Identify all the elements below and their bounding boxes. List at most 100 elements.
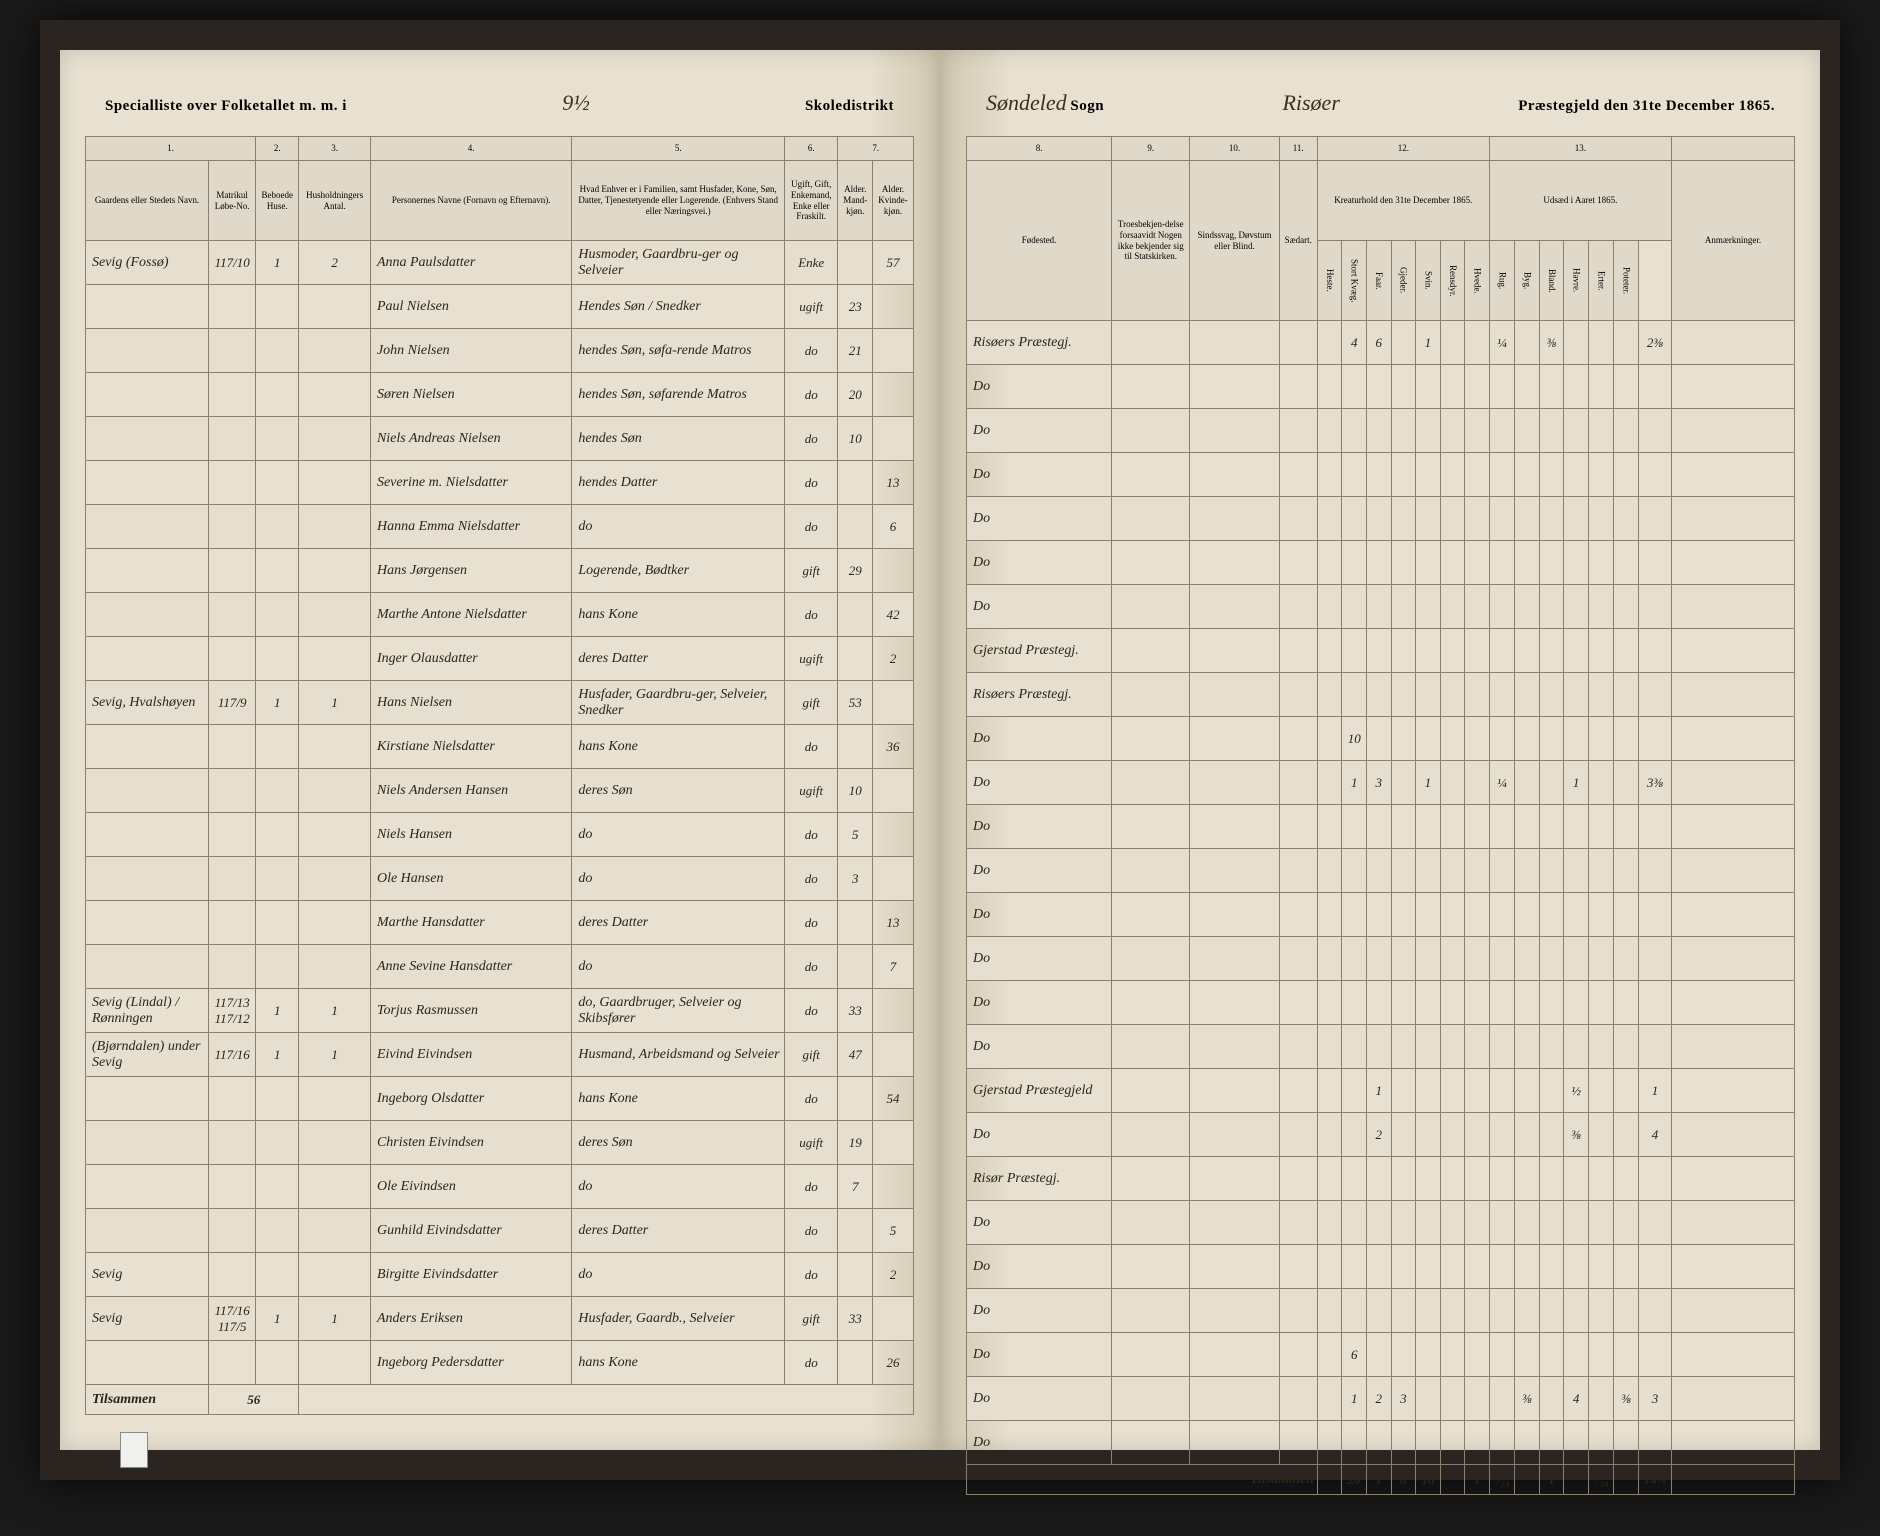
label-udsed: Udsæd i Aaret 1865.: [1489, 161, 1671, 241]
cell-kk: 6: [873, 505, 914, 549]
cell-stand: Logerende, Bødtker: [572, 549, 785, 593]
cell-k12-5: [1440, 1421, 1465, 1465]
cell-k13-5: [1614, 849, 1639, 893]
cell-k12-0: [1317, 409, 1342, 453]
cell-sed: [1279, 673, 1317, 717]
cell-k13-6: [1638, 1333, 1671, 1377]
cell-k13-0: [1489, 849, 1514, 893]
table-row: Do10: [967, 717, 1795, 761]
cell-k12-4: [1416, 1245, 1441, 1289]
cell-k12-2: [1366, 1157, 1391, 1201]
cell-remarks: [1672, 893, 1795, 937]
cell-sed: [1279, 1157, 1317, 1201]
cell-sind: [1190, 673, 1279, 717]
cell-k12-4: 1: [1416, 321, 1441, 365]
cell-k13-2: [1539, 761, 1564, 805]
cell-k13-3: [1564, 1025, 1589, 1069]
census-book: Specialliste over Folketallet m. m. i 9½…: [40, 20, 1840, 1480]
cell-k13-5: [1614, 1157, 1639, 1201]
table-row: Kirstiane Nielsdatterhans Konedo36: [86, 725, 914, 769]
cell-mk: [838, 1209, 873, 1253]
cell-k12-2: 3: [1366, 761, 1391, 805]
cell-k13-0: [1489, 1377, 1514, 1421]
table-row: Risøers Præstegj.461¼⅜2⅜: [967, 321, 1795, 365]
cell-mk: [838, 1341, 873, 1385]
footer-k13-3: [1564, 1465, 1589, 1495]
cell-k12-5: [1440, 1333, 1465, 1377]
table-row: Sevig117/16 117/511Anders EriksenHusfade…: [86, 1297, 914, 1341]
cell-k13-3: [1564, 937, 1589, 981]
footer-k12-3: 6: [1391, 1465, 1416, 1495]
cell-kk: [873, 549, 914, 593]
cell-k12-4: [1416, 1421, 1441, 1465]
footer-k12-1: 24: [1342, 1465, 1367, 1495]
sub12-3: Gjeder.: [1391, 241, 1416, 321]
cell-k13-5: [1614, 1421, 1639, 1465]
cell-k12-1: [1342, 497, 1367, 541]
cell-tro: [1112, 1157, 1190, 1201]
cell-k13-1: [1515, 321, 1540, 365]
table-row: Sevig (Fossø)117/1012Anna PaulsdatterHus…: [86, 241, 914, 285]
table-row: Do131¼13⅜: [967, 761, 1795, 805]
cell-sind: [1190, 761, 1279, 805]
cell-hh: [299, 725, 371, 769]
cell-k12-2: [1366, 585, 1391, 629]
table-row: Sevig (Lindal) / Rønningen117/13 117/121…: [86, 989, 914, 1033]
cell-k13-2: [1539, 409, 1564, 453]
cell-k12-6: [1465, 321, 1490, 365]
table-row: Marthe Hansdatterderes Datterdo13: [86, 901, 914, 945]
cell-k12-1: [1342, 1025, 1367, 1069]
table-row: Do: [967, 453, 1795, 497]
col-9: 9.: [1112, 137, 1190, 161]
cell-sind: [1190, 1377, 1279, 1421]
cell-k13-1: [1515, 673, 1540, 717]
cell-fsted: Do: [967, 409, 1112, 453]
cell-mat: [209, 329, 256, 373]
cell-k13-4: [1588, 1157, 1613, 1201]
cell-k13-0: ¼: [1489, 321, 1514, 365]
table-row: Do: [967, 893, 1795, 937]
cell-mk: 10: [838, 417, 873, 461]
cell-navn: Paul Nielsen: [370, 285, 571, 329]
cell-k12-3: [1391, 1113, 1416, 1157]
cell-remarks: [1672, 1113, 1795, 1157]
cell-k12-0: [1317, 1069, 1342, 1113]
cell-sind: [1190, 1069, 1279, 1113]
cell-mat: [209, 461, 256, 505]
cell-k12-5: [1440, 321, 1465, 365]
cell-k13-0: [1489, 717, 1514, 761]
cell-k12-1: 10: [1342, 717, 1367, 761]
cell-k13-6: [1638, 805, 1671, 849]
cell-k13-4: [1588, 1289, 1613, 1333]
cell-hus: [256, 505, 299, 549]
cell-k13-3: [1564, 321, 1589, 365]
left-page: Specialliste over Folketallet m. m. i 9½…: [60, 50, 940, 1450]
table-row: Niels Andersen Hansenderes Sønugift10: [86, 769, 914, 813]
cell-kk: 36: [873, 725, 914, 769]
cell-hh: [299, 1253, 371, 1297]
label-kk: Alder. Kvinde-kjøn.: [873, 161, 914, 241]
cell-k13-6: [1638, 981, 1671, 1025]
cell-tro: [1112, 1069, 1190, 1113]
cell-hus: [256, 1121, 299, 1165]
cell-k12-2: [1366, 1421, 1391, 1465]
district-number: 9½: [562, 90, 590, 116]
table-row: Do123⅜4⅜3: [967, 1377, 1795, 1421]
cell-tro: [1112, 893, 1190, 937]
cell-fsted: Do: [967, 1245, 1112, 1289]
cell-k13-4: [1588, 761, 1613, 805]
cell-kk: [873, 1121, 914, 1165]
cell-k13-6: 1: [1638, 1069, 1671, 1113]
cell-mk: 53: [838, 681, 873, 725]
cell-sted: [86, 769, 209, 813]
cell-tro: [1112, 365, 1190, 409]
cell-tro: [1112, 1025, 1190, 1069]
cell-mk: [838, 901, 873, 945]
cell-k12-4: [1416, 717, 1441, 761]
cell-k12-3: [1391, 321, 1416, 365]
cell-k13-1: [1515, 585, 1540, 629]
cell-mat: 117/16: [209, 1033, 256, 1077]
cell-sivil: do: [785, 329, 838, 373]
cell-fsted: Do: [967, 1201, 1112, 1245]
cell-k12-3: 3: [1391, 1377, 1416, 1421]
